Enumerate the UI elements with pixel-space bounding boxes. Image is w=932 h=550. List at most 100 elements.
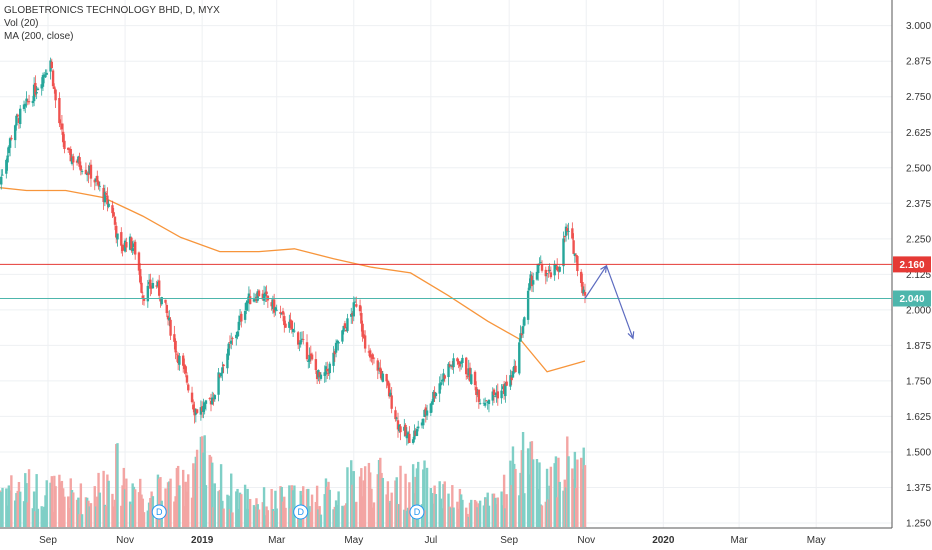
candle-body [203,402,206,409]
candle-body [467,368,470,376]
candle-body [211,397,214,405]
volume-bar [293,485,296,527]
volume-bar [452,507,455,527]
volume-bar [341,505,344,527]
candle-body [408,433,411,443]
candle-body [456,358,459,362]
volume-bar [581,468,584,527]
candle-body [310,354,314,360]
volume-bar [439,498,443,527]
candle-body [529,274,532,285]
candle-body [389,392,392,397]
volume-bar [327,481,330,527]
volume-bar [467,516,470,527]
candle-body [279,312,282,314]
candle-body [396,420,400,430]
candle-body [433,391,436,398]
candle-body [415,429,419,436]
candle-body [494,395,497,397]
volume-bar [102,470,105,527]
volume-bar [169,478,172,527]
y-tick-label: 2.500 [906,163,931,174]
candle-body [422,418,425,426]
x-tick-label: Sep [500,535,518,546]
legend-ma[interactable]: MA (200, close) [4,31,74,42]
candle-body [439,382,443,386]
legend-symbol[interactable]: GLOBETRONICS TECHNOLOGY BHD, D, MYX [4,5,220,16]
candle-body [280,313,283,315]
candle-body [346,318,349,332]
volume-bar [89,503,93,527]
candle-body [319,374,323,379]
candle-body [379,367,382,372]
volume-bar [394,480,397,527]
x-tick-label: Sep [39,535,57,546]
candle-body [116,233,119,240]
candle-body [458,361,462,367]
candle-body [539,262,542,263]
volume-bar [44,495,47,527]
volume-bar [571,468,574,527]
candle-body [0,176,3,185]
candle-body [113,216,117,225]
volume-bar [123,489,127,527]
candle-body [245,302,248,311]
candle-body [557,268,560,272]
volume-bar [236,488,239,527]
candle-body [473,371,477,386]
candle-body [476,392,479,394]
candle-body [25,98,28,102]
volume-bar [281,501,285,527]
volume-bar [411,464,415,527]
candle-body [511,371,515,378]
volume-bar [255,498,258,527]
volume-bar [133,489,137,527]
candle-body [387,383,391,397]
volume-bar [217,491,220,527]
volume-bar [155,513,158,527]
volume-bar [491,493,494,527]
candle-body [176,355,180,364]
candle-body [318,372,321,377]
candle-body [519,333,522,342]
volume-bar [17,481,21,527]
x-tick-label: Mar [731,535,749,546]
candle-body [300,338,304,340]
candle-body [475,387,478,396]
candle-body [103,192,107,203]
volume-bar [399,465,402,527]
volume-bar [187,474,190,527]
candle-body [491,391,494,401]
candle-body [270,302,273,307]
volume-bar [84,497,88,527]
volume-bar [451,485,454,527]
y-tick-label: 2.875 [906,57,931,68]
candle-body [289,319,292,324]
volume-bar [131,483,134,527]
volume-bar [49,482,52,527]
candle-body [291,328,295,333]
volume-bar [544,501,548,527]
volume-bar [307,488,310,527]
candle-body [305,342,309,360]
volume-bar [40,506,43,527]
dividend-marker [409,504,425,520]
volume-bar [314,501,318,527]
candle-body [423,409,426,417]
volume-bar [386,481,390,527]
candle-body [579,271,583,283]
volume-bar [540,505,544,527]
legend-volume[interactable]: Vol (20) [4,18,39,29]
candle-body [528,283,531,291]
volume-bar [465,507,468,527]
volume-bar [367,462,371,527]
resistance-price-tag [893,256,931,273]
candle-body [332,352,335,366]
candle-body [67,147,70,150]
x-tick-label: 2020 [652,535,675,546]
candle-body [486,401,489,403]
volume-bar [377,459,381,527]
volume-bar [566,436,569,527]
